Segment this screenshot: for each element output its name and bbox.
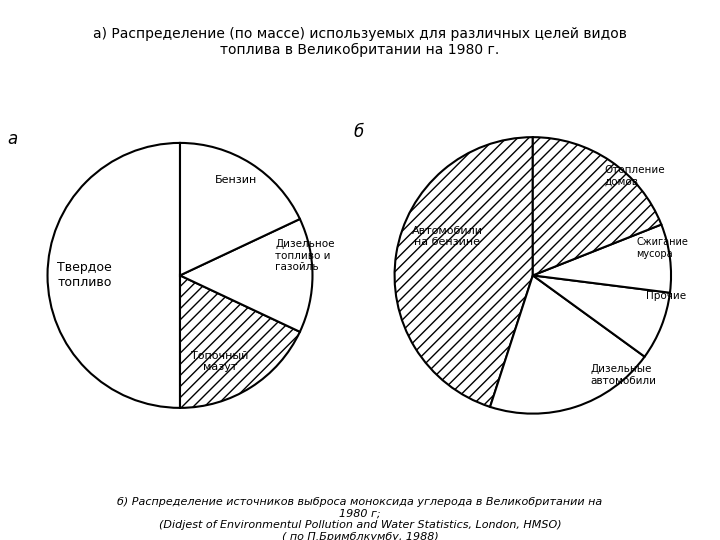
Text: Бензин: Бензин	[215, 175, 257, 185]
Wedge shape	[533, 137, 662, 275]
Wedge shape	[533, 225, 671, 293]
Wedge shape	[490, 275, 644, 414]
Wedge shape	[180, 219, 312, 332]
Text: Дизельное
топливо и
газойль: Дизельное топливо и газойль	[275, 239, 335, 272]
Wedge shape	[395, 137, 533, 407]
Text: Отопление
домов: Отопление домов	[605, 165, 665, 187]
Text: Прочие: Прочие	[646, 291, 686, 301]
Text: Автомобили
на бензине: Автомобили на бензине	[412, 226, 482, 247]
Text: Сжигание
мусора: Сжигание мусора	[636, 237, 688, 259]
Wedge shape	[533, 275, 670, 356]
Wedge shape	[180, 275, 300, 408]
Text: а) Распределение (по массе) используемых для различных целей видов
топлива в Вел: а) Распределение (по массе) используемых…	[93, 27, 627, 57]
Text: Топочный
мазут: Топочный мазут	[191, 350, 248, 372]
Text: б: б	[353, 123, 364, 141]
Text: Дизельные
автомобили: Дизельные автомобили	[591, 364, 657, 386]
Wedge shape	[180, 143, 300, 275]
Text: б) Распределение источников выброса моноксида углерода в Великобритании на
1980 : б) Распределение источников выброса моно…	[117, 497, 603, 540]
Text: а: а	[8, 130, 18, 147]
Text: Твердое
топливо: Твердое топливо	[57, 261, 112, 289]
Wedge shape	[48, 143, 180, 408]
